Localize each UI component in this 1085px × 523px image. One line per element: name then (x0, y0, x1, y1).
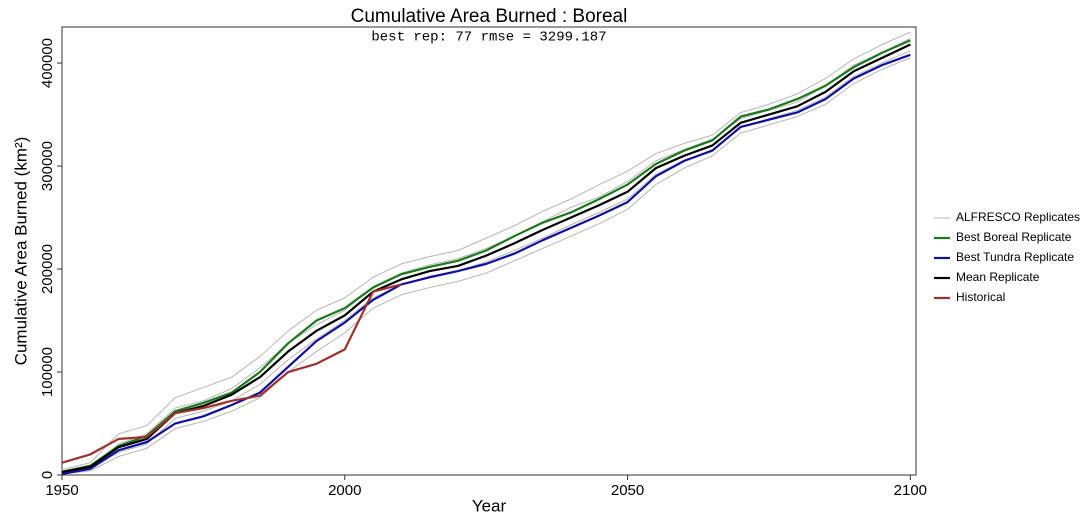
y-tick-label: 0 (39, 471, 56, 479)
legend-label: Historical (956, 290, 1005, 304)
y-axis-label: Cumulative Area Burned (km²) (11, 137, 30, 366)
chart-title: Cumulative Area Burned : Boreal (351, 6, 628, 27)
x-tick-label: 2000 (328, 482, 361, 499)
x-tick-label: 2050 (611, 482, 644, 499)
series-line (61, 53, 911, 476)
y-tick-label: 400000 (39, 38, 56, 88)
x-tick-label: 1950 (45, 482, 78, 499)
legend-label: Best Tundra Replicate (956, 250, 1074, 264)
series-line (61, 39, 911, 473)
series-line (61, 43, 911, 473)
plot-frame (61, 26, 917, 476)
legend-label: Mean Replicate (956, 270, 1040, 284)
replicate-line (61, 57, 911, 475)
legend-label: Best Boreal Replicate (956, 230, 1072, 244)
x-tick-label: 2100 (894, 482, 927, 499)
y-tick-label: 200000 (39, 244, 56, 294)
x-axis-label: Year (472, 496, 507, 515)
chart-subtitle: best rep: 77 rmse = 3299.187 (371, 30, 606, 46)
replicate-line (61, 31, 911, 471)
legend-label: ALFRESCO Replicates (956, 210, 1080, 224)
y-tick-label: 300000 (39, 141, 56, 191)
y-tick-label: 100000 (39, 347, 56, 397)
series-line (61, 283, 402, 464)
